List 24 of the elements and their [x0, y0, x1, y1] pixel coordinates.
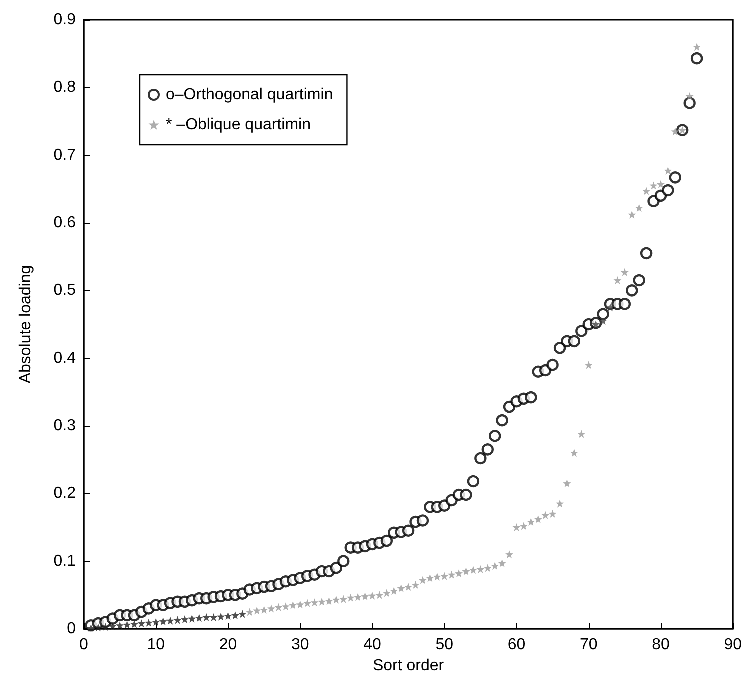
y-tick-label: 0.8 [54, 79, 76, 96]
x-tick-label: 10 [147, 636, 166, 654]
y-tick-label: 0.3 [54, 418, 76, 434]
y-tick-label: 0.4 [54, 350, 76, 367]
x-tick-label: 90 [724, 636, 742, 654]
x-tick-label: 60 [508, 636, 526, 654]
x-tick-label: 30 [291, 636, 310, 654]
x-tick-label: 0 [80, 636, 89, 654]
legend-label: * –Oblique quartimin [166, 116, 311, 134]
y-tick-label: 0.9 [54, 12, 76, 28]
y-tick-label: 0.1 [54, 552, 76, 570]
y-axis-title: Absolute loading [18, 265, 34, 384]
y-tick-label: 0.6 [54, 214, 76, 232]
x-tick-label: 70 [580, 636, 598, 654]
x-axis-title: Sort order [372, 657, 445, 674]
x-tick-label: 80 [652, 636, 670, 654]
y-tick-label: 0.2 [54, 485, 76, 502]
y-tick-label: 0 [67, 620, 76, 638]
y-tick-label: 0.5 [54, 282, 76, 300]
x-tick-label: 50 [436, 636, 454, 654]
legend-label: o–Orthogonal quartimin [166, 86, 334, 104]
x-tick-label: 20 [219, 636, 238, 654]
x-tick-label: 40 [364, 636, 382, 654]
y-tick-label: 0.7 [54, 146, 76, 164]
